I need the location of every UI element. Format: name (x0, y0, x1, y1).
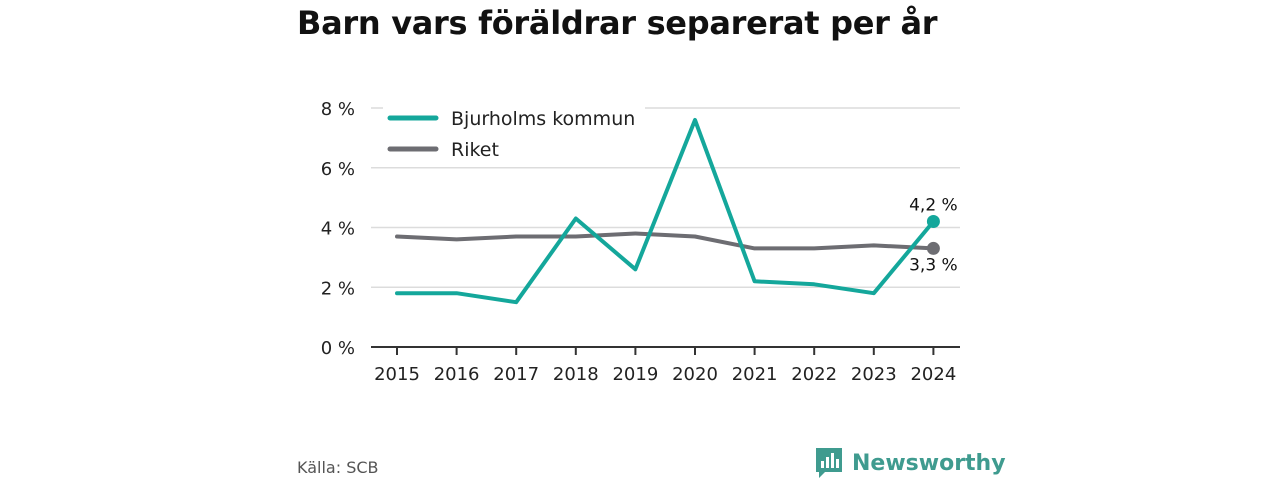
end-value-label: 4,2 % (909, 196, 958, 216)
x-axis: 2015 2016 2017 2018 2019 2020 2021 2022 2023 2024 (371, 346, 960, 385)
legend-background (383, 100, 645, 166)
brand-name: Newsworthy (852, 450, 1006, 476)
x-tick-label: 2023 (851, 364, 897, 385)
series-end-point (926, 215, 940, 229)
end-value-label: 3,3 % (909, 255, 958, 275)
x-tick-label: 2021 (732, 364, 778, 385)
series-line (395, 231, 936, 251)
x-tick-label: 2016 (434, 364, 480, 385)
x-tick-label: 2019 (612, 364, 658, 385)
newsworthy-logo: Newsworthy (814, 446, 1006, 480)
y-axis-ticks: 0 % 2 % 4 % 6 % 8 % (321, 99, 355, 359)
y-tick-label: 4 % (321, 219, 355, 240)
x-tick-label: 2018 (553, 364, 599, 385)
source-note: Källa: SCB (297, 458, 379, 477)
x-tick-label: 2020 (672, 364, 718, 385)
y-tick-label: 8 % (321, 99, 355, 120)
x-tick-label: 2024 (910, 364, 956, 385)
y-tick-label: 6 % (321, 159, 355, 180)
x-tick-label: 2017 (493, 364, 539, 385)
y-tick-label: 0 % (321, 338, 355, 359)
legend-label: Riket (451, 139, 499, 161)
series-end-point (926, 241, 940, 255)
y-tick-label: 2 % (321, 278, 355, 299)
end-labels: 4,2 % 3,3 % (909, 196, 958, 276)
series-lines (395, 118, 940, 305)
legend-label: Bjurholms kommun (451, 108, 635, 130)
series-line (395, 118, 936, 305)
x-tick-label: 2022 (791, 364, 837, 385)
bar-chart-logo-icon (816, 448, 842, 478)
x-tick-label: 2015 (374, 364, 420, 385)
legend: Bjurholms kommun Riket (383, 100, 645, 166)
chart-title: Barn vars föräldrar separerat per år (297, 4, 938, 42)
